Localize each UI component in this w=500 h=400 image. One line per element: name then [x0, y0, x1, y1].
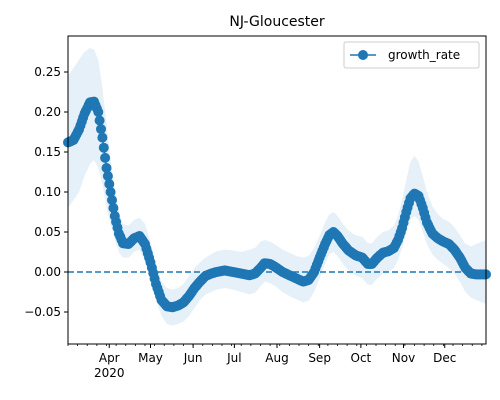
y-tick-label: 0.15 — [34, 145, 61, 159]
chart-title: NJ-Gloucester — [229, 14, 325, 30]
y-tick-label: 0.00 — [34, 265, 61, 279]
y-axis: −0.05 0.00 0.05 0.10 0.15 0.20 0.25 — [24, 65, 68, 319]
data-point — [101, 163, 112, 173]
data-point — [96, 124, 106, 135]
data-point — [104, 179, 115, 189]
data-point — [108, 203, 119, 213]
x-tick-label: Nov — [392, 351, 415, 365]
data-point — [94, 115, 105, 126]
data-point — [102, 171, 113, 181]
x-tick-label: Dec — [433, 351, 456, 365]
x-tick-label: Sep — [308, 351, 331, 365]
x-tick-label: Apr — [99, 351, 120, 365]
x-tick-label: Aug — [265, 351, 288, 365]
legend-label: growth_rate — [388, 48, 460, 62]
y-tick-label: 0.05 — [34, 225, 61, 239]
y-tick-label: 0.10 — [34, 185, 61, 199]
y-tick-label: 0.25 — [34, 65, 61, 79]
series-points — [63, 96, 491, 313]
data-point — [98, 142, 109, 153]
legend: growth_rate — [343, 41, 480, 69]
data-point — [107, 195, 117, 205]
x-tick-label: Jul — [226, 351, 241, 365]
data-point — [97, 132, 108, 143]
x-tick-year-label: 2020 — [94, 366, 125, 380]
x-tick-label: May — [138, 351, 163, 365]
y-tick-label: 0.20 — [34, 105, 61, 119]
data-point — [93, 107, 104, 117]
x-tick-label: Oct — [351, 351, 372, 365]
data-point — [105, 187, 116, 197]
y-tick-label: −0.05 — [24, 305, 61, 319]
data-point — [100, 152, 111, 163]
legend-marker-icon — [358, 50, 368, 60]
x-tick-label: Jun — [183, 351, 203, 365]
legend-box — [343, 41, 480, 69]
